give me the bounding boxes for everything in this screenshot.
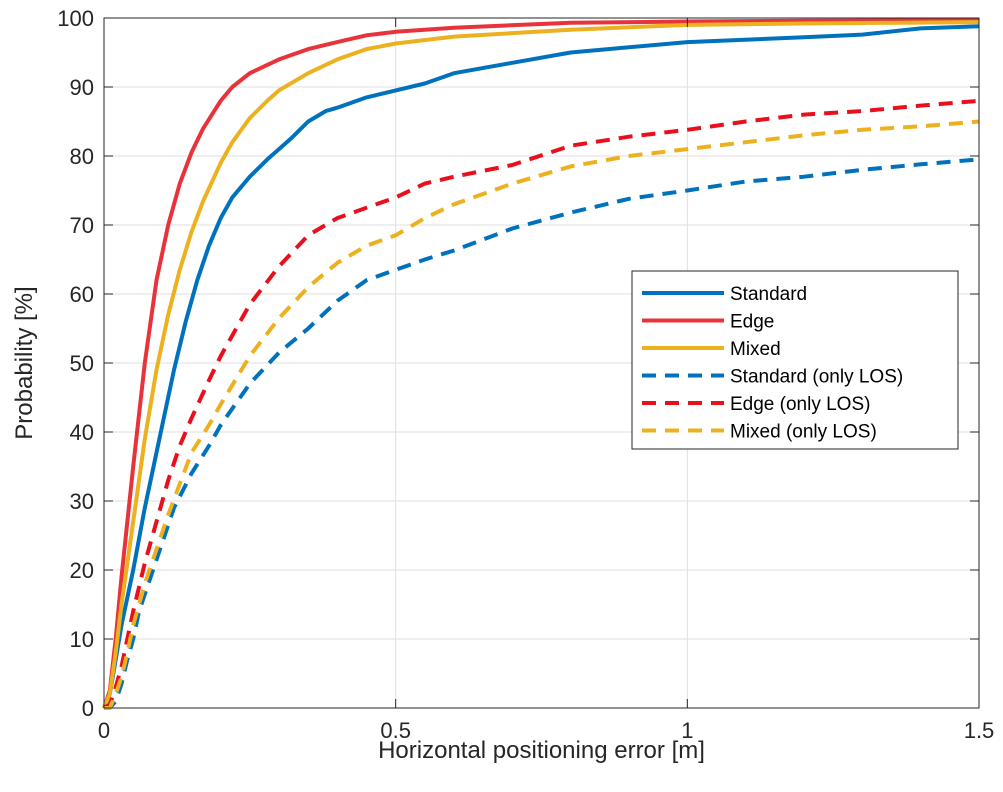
y-tick-label: 40 — [70, 420, 94, 445]
tick-labels: 0 0.5 1 1.5 0 10 20 30 40 50 60 70 80 90 100 — [57, 6, 994, 743]
y-tick-label: 30 — [70, 489, 94, 514]
legend-label-0: Standard — [730, 284, 807, 305]
legend-label-4: Edge (only LOS) — [730, 394, 870, 415]
legend-label-3: Standard (only LOS) — [730, 367, 903, 388]
y-tick-label: 10 — [70, 627, 94, 652]
x-tick-label: 1.5 — [964, 718, 995, 743]
y-tick-label: 60 — [70, 282, 94, 307]
legend-label-1: Edge — [730, 312, 774, 333]
legend-label-5: Mixed (only LOS) — [730, 422, 877, 443]
series-line-2 — [102, 20, 980, 709]
series-line-4 — [102, 98, 980, 710]
y-tick-label: 80 — [70, 144, 94, 169]
legend-box — [631, 270, 959, 450]
y-tick-label: 20 — [70, 558, 94, 583]
y-tick-label: 100 — [57, 6, 94, 31]
series-line-1 — [102, 18, 980, 709]
series-line-3 — [104, 157, 980, 710]
y-tick-label: 50 — [70, 351, 94, 376]
legend-label-2: Mixed — [730, 339, 781, 360]
y-tick-label: 0 — [82, 696, 94, 721]
ticks — [103, 17, 980, 709]
legend: Standard Edge Mixed Standard (only LOS) Edge… — [631, 270, 959, 450]
y-tick-label: 70 — [70, 213, 94, 238]
x-tick-label: 0.5 — [380, 718, 411, 743]
x-tick-label: 1 — [681, 718, 693, 743]
series-line-0 — [102, 24, 980, 709]
series-layer — [102, 18, 980, 710]
y-tick-label: 90 — [70, 75, 94, 100]
x-axis-title: Horizontal positioning error [m] — [378, 737, 705, 764]
x-tick-label: 0 — [98, 718, 110, 743]
y-axis-title: Probability [%] — [11, 286, 38, 439]
